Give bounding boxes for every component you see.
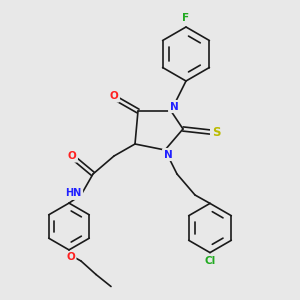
Text: F: F — [182, 13, 190, 23]
Text: O: O — [66, 252, 75, 262]
Text: Cl: Cl — [204, 256, 216, 266]
Text: O: O — [68, 151, 76, 161]
Text: N: N — [164, 149, 172, 160]
Text: S: S — [212, 125, 220, 139]
Text: HN: HN — [65, 188, 82, 199]
Text: O: O — [110, 91, 118, 101]
Text: N: N — [169, 101, 178, 112]
